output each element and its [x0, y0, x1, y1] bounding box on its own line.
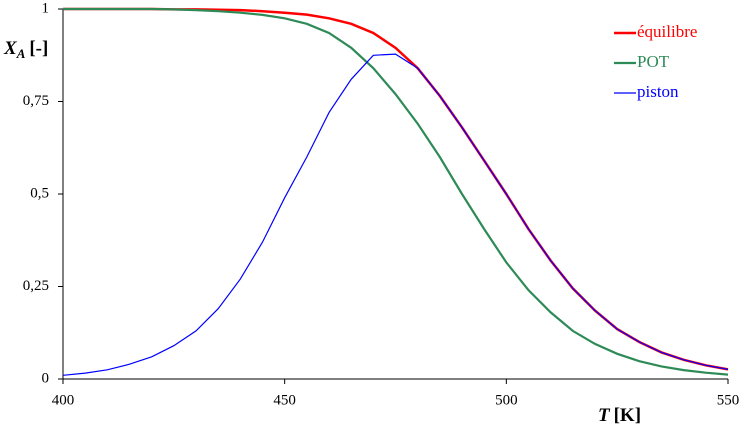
- x-axis-label: T [K]: [598, 405, 641, 426]
- y-tick-label: 0,25: [23, 278, 49, 294]
- y-label-subscript: A: [16, 46, 26, 61]
- series-line: [62, 53, 729, 376]
- x-tick-label: 400: [52, 392, 75, 408]
- series-line: [63, 7, 729, 376]
- x-tick-label: 500: [495, 392, 518, 408]
- legend-label: POT: [637, 52, 670, 71]
- y-label-unit: [-]: [29, 38, 48, 59]
- x-label-unit: [K]: [614, 405, 641, 426]
- y-tick-label: 0,5: [30, 185, 49, 201]
- y-tick-label: 0,75: [23, 93, 49, 109]
- y-axis-label: XA [-]: [3, 38, 48, 61]
- y-tick-label: 0: [42, 370, 50, 386]
- x-label-symbol: T: [598, 405, 611, 426]
- x-tick-label: 450: [273, 392, 296, 408]
- y-tick-label: 1: [42, 0, 50, 16]
- legend-label: équilibre: [637, 22, 697, 41]
- x-tick-label: 550: [717, 392, 740, 408]
- legend-label: piston: [637, 82, 679, 101]
- y-label-symbol: X: [3, 38, 18, 59]
